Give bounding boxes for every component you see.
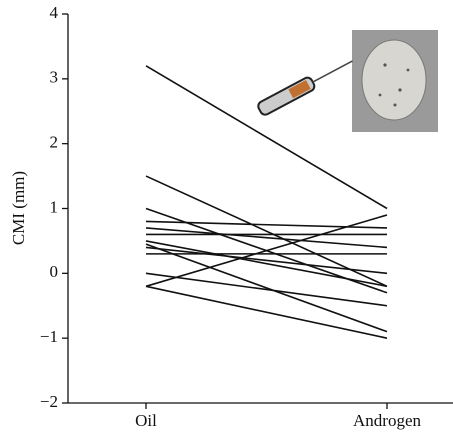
y-tick-label: −2 xyxy=(40,392,58,411)
slope-line xyxy=(145,227,388,249)
speckle xyxy=(398,88,402,92)
speckle xyxy=(393,103,397,107)
slope-line xyxy=(145,246,388,275)
x-tick-label: Androgen xyxy=(353,411,421,430)
y-tick-label: 0 xyxy=(50,262,59,281)
speckle xyxy=(378,93,382,97)
slope-line xyxy=(145,272,388,307)
slope-line xyxy=(145,220,388,229)
inset-photo xyxy=(352,30,438,132)
speckle xyxy=(406,68,410,72)
x-tick-label: Oil xyxy=(135,411,157,430)
egg xyxy=(361,39,427,121)
y-tick-label: 4 xyxy=(50,3,59,22)
slope-line xyxy=(145,175,388,288)
slope-line xyxy=(145,243,388,333)
syringe-barrel xyxy=(257,76,316,116)
syringe-fluid xyxy=(288,80,311,99)
syringe-needle xyxy=(312,60,353,83)
y-tick-label: −1 xyxy=(40,327,58,346)
slope-line xyxy=(145,285,388,339)
y-tick-label: 2 xyxy=(50,133,59,152)
slope-line xyxy=(145,240,388,288)
y-tick-label: 1 xyxy=(50,197,59,216)
slope-line xyxy=(145,214,388,288)
slope-line xyxy=(145,65,388,210)
speckle xyxy=(383,63,387,67)
y-tick-label: 3 xyxy=(50,68,59,87)
syringe xyxy=(257,60,353,116)
y-axis-label: CMI (mm) xyxy=(9,171,28,245)
